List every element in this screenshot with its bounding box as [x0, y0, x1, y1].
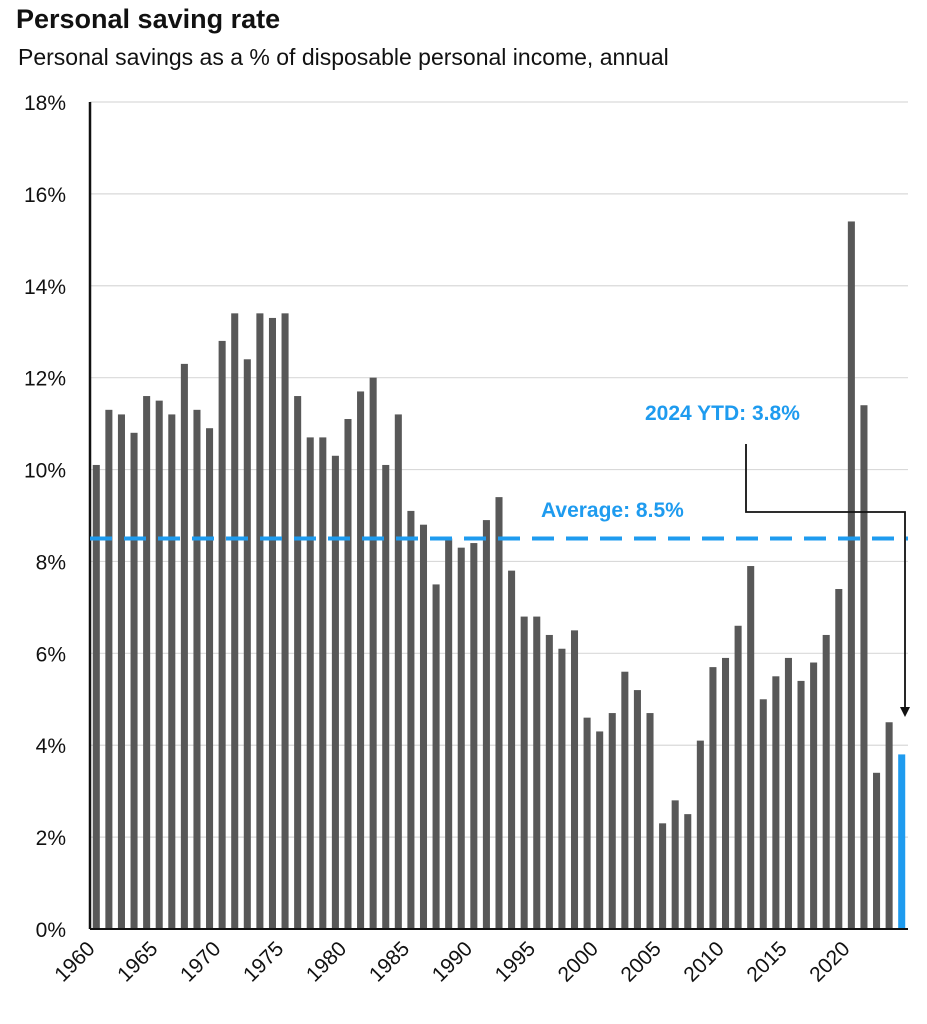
bar — [143, 396, 151, 929]
chart-title: Personal saving rate — [16, 4, 281, 34]
y-tick-label: 0% — [36, 919, 66, 942]
bar — [696, 740, 704, 929]
bar — [168, 414, 176, 929]
y-tick-label: 8% — [36, 551, 66, 574]
bar — [633, 690, 641, 929]
x-tick-label: 2010 — [679, 937, 728, 986]
bar — [784, 657, 792, 929]
bar — [281, 313, 289, 929]
bar — [495, 497, 503, 929]
bar — [445, 538, 453, 929]
bar — [583, 717, 591, 929]
bar — [772, 676, 780, 929]
bar — [822, 634, 830, 929]
bar — [294, 396, 302, 929]
bar — [155, 400, 163, 929]
y-tick-label: 4% — [36, 735, 66, 758]
bar — [268, 317, 277, 929]
bar — [810, 662, 818, 929]
bar — [407, 510, 415, 929]
bar — [432, 584, 440, 929]
bar — [218, 340, 226, 929]
bar — [130, 432, 138, 929]
bar — [457, 547, 465, 929]
bar — [193, 409, 201, 930]
x-tick-label: 1970 — [176, 937, 225, 986]
bar — [545, 634, 553, 929]
bar — [646, 713, 654, 929]
bar — [747, 566, 755, 929]
x-tick-label: 2005 — [617, 937, 666, 986]
x-tick-label: 1965 — [113, 937, 162, 986]
bar — [470, 543, 478, 929]
bar — [382, 464, 390, 929]
ytd-label: 2024 YTD: 3.8% — [645, 402, 800, 425]
bar — [369, 377, 377, 930]
bar — [180, 363, 188, 930]
bar — [394, 414, 402, 929]
x-tick-label: 2000 — [554, 937, 603, 986]
bar — [885, 722, 893, 929]
x-tick-label: 1985 — [365, 937, 414, 986]
x-tick-label: 1975 — [239, 937, 288, 986]
bar — [734, 625, 742, 929]
bar — [847, 221, 855, 929]
bar — [508, 570, 516, 929]
y-tick-label: 10% — [24, 460, 66, 483]
y-tick-label: 18% — [24, 92, 66, 115]
x-tick-label: 2020 — [805, 937, 854, 986]
bar — [721, 657, 730, 929]
bar — [256, 313, 264, 929]
bar — [306, 437, 314, 929]
bar — [105, 409, 113, 930]
bar — [231, 313, 239, 929]
x-tick-label: 1995 — [491, 937, 540, 986]
y-tick-label: 2% — [36, 827, 66, 850]
x-tick-label: 2015 — [742, 937, 791, 986]
y-tick-label: 6% — [36, 643, 66, 666]
bar — [520, 616, 528, 929]
bar — [206, 428, 214, 929]
y-tick-label: 14% — [24, 276, 66, 299]
bar — [621, 671, 629, 929]
bar — [671, 800, 679, 929]
bar — [533, 616, 541, 929]
ytd-arrow — [745, 444, 910, 717]
bar — [558, 648, 566, 929]
bar — [873, 772, 881, 929]
bar — [331, 455, 339, 929]
bar — [243, 359, 251, 929]
bar — [357, 391, 365, 929]
bar — [117, 414, 125, 929]
bar — [319, 437, 327, 929]
bar — [659, 823, 667, 929]
average-label: Average: 8.5% — [541, 499, 684, 522]
y-tick-label: 16% — [24, 184, 66, 207]
bar — [759, 699, 767, 929]
bar — [608, 713, 616, 929]
bar — [570, 630, 579, 929]
chart-subtitle: Personal savings as a % of disposable pe… — [18, 44, 669, 70]
x-tick-label: 1980 — [302, 937, 351, 986]
bar — [860, 405, 868, 929]
bar — [709, 667, 717, 929]
x-tick-label: 1960 — [50, 937, 99, 986]
x-tick-label: 1990 — [428, 937, 477, 986]
bar — [797, 680, 805, 929]
bar — [684, 814, 692, 929]
bar — [835, 589, 843, 929]
bar — [482, 520, 490, 929]
bar — [419, 524, 428, 929]
bar — [344, 419, 352, 929]
bar — [92, 464, 100, 929]
y-tick-label: 12% — [24, 368, 66, 391]
bar — [596, 731, 604, 929]
bar-highlight — [898, 754, 906, 929]
